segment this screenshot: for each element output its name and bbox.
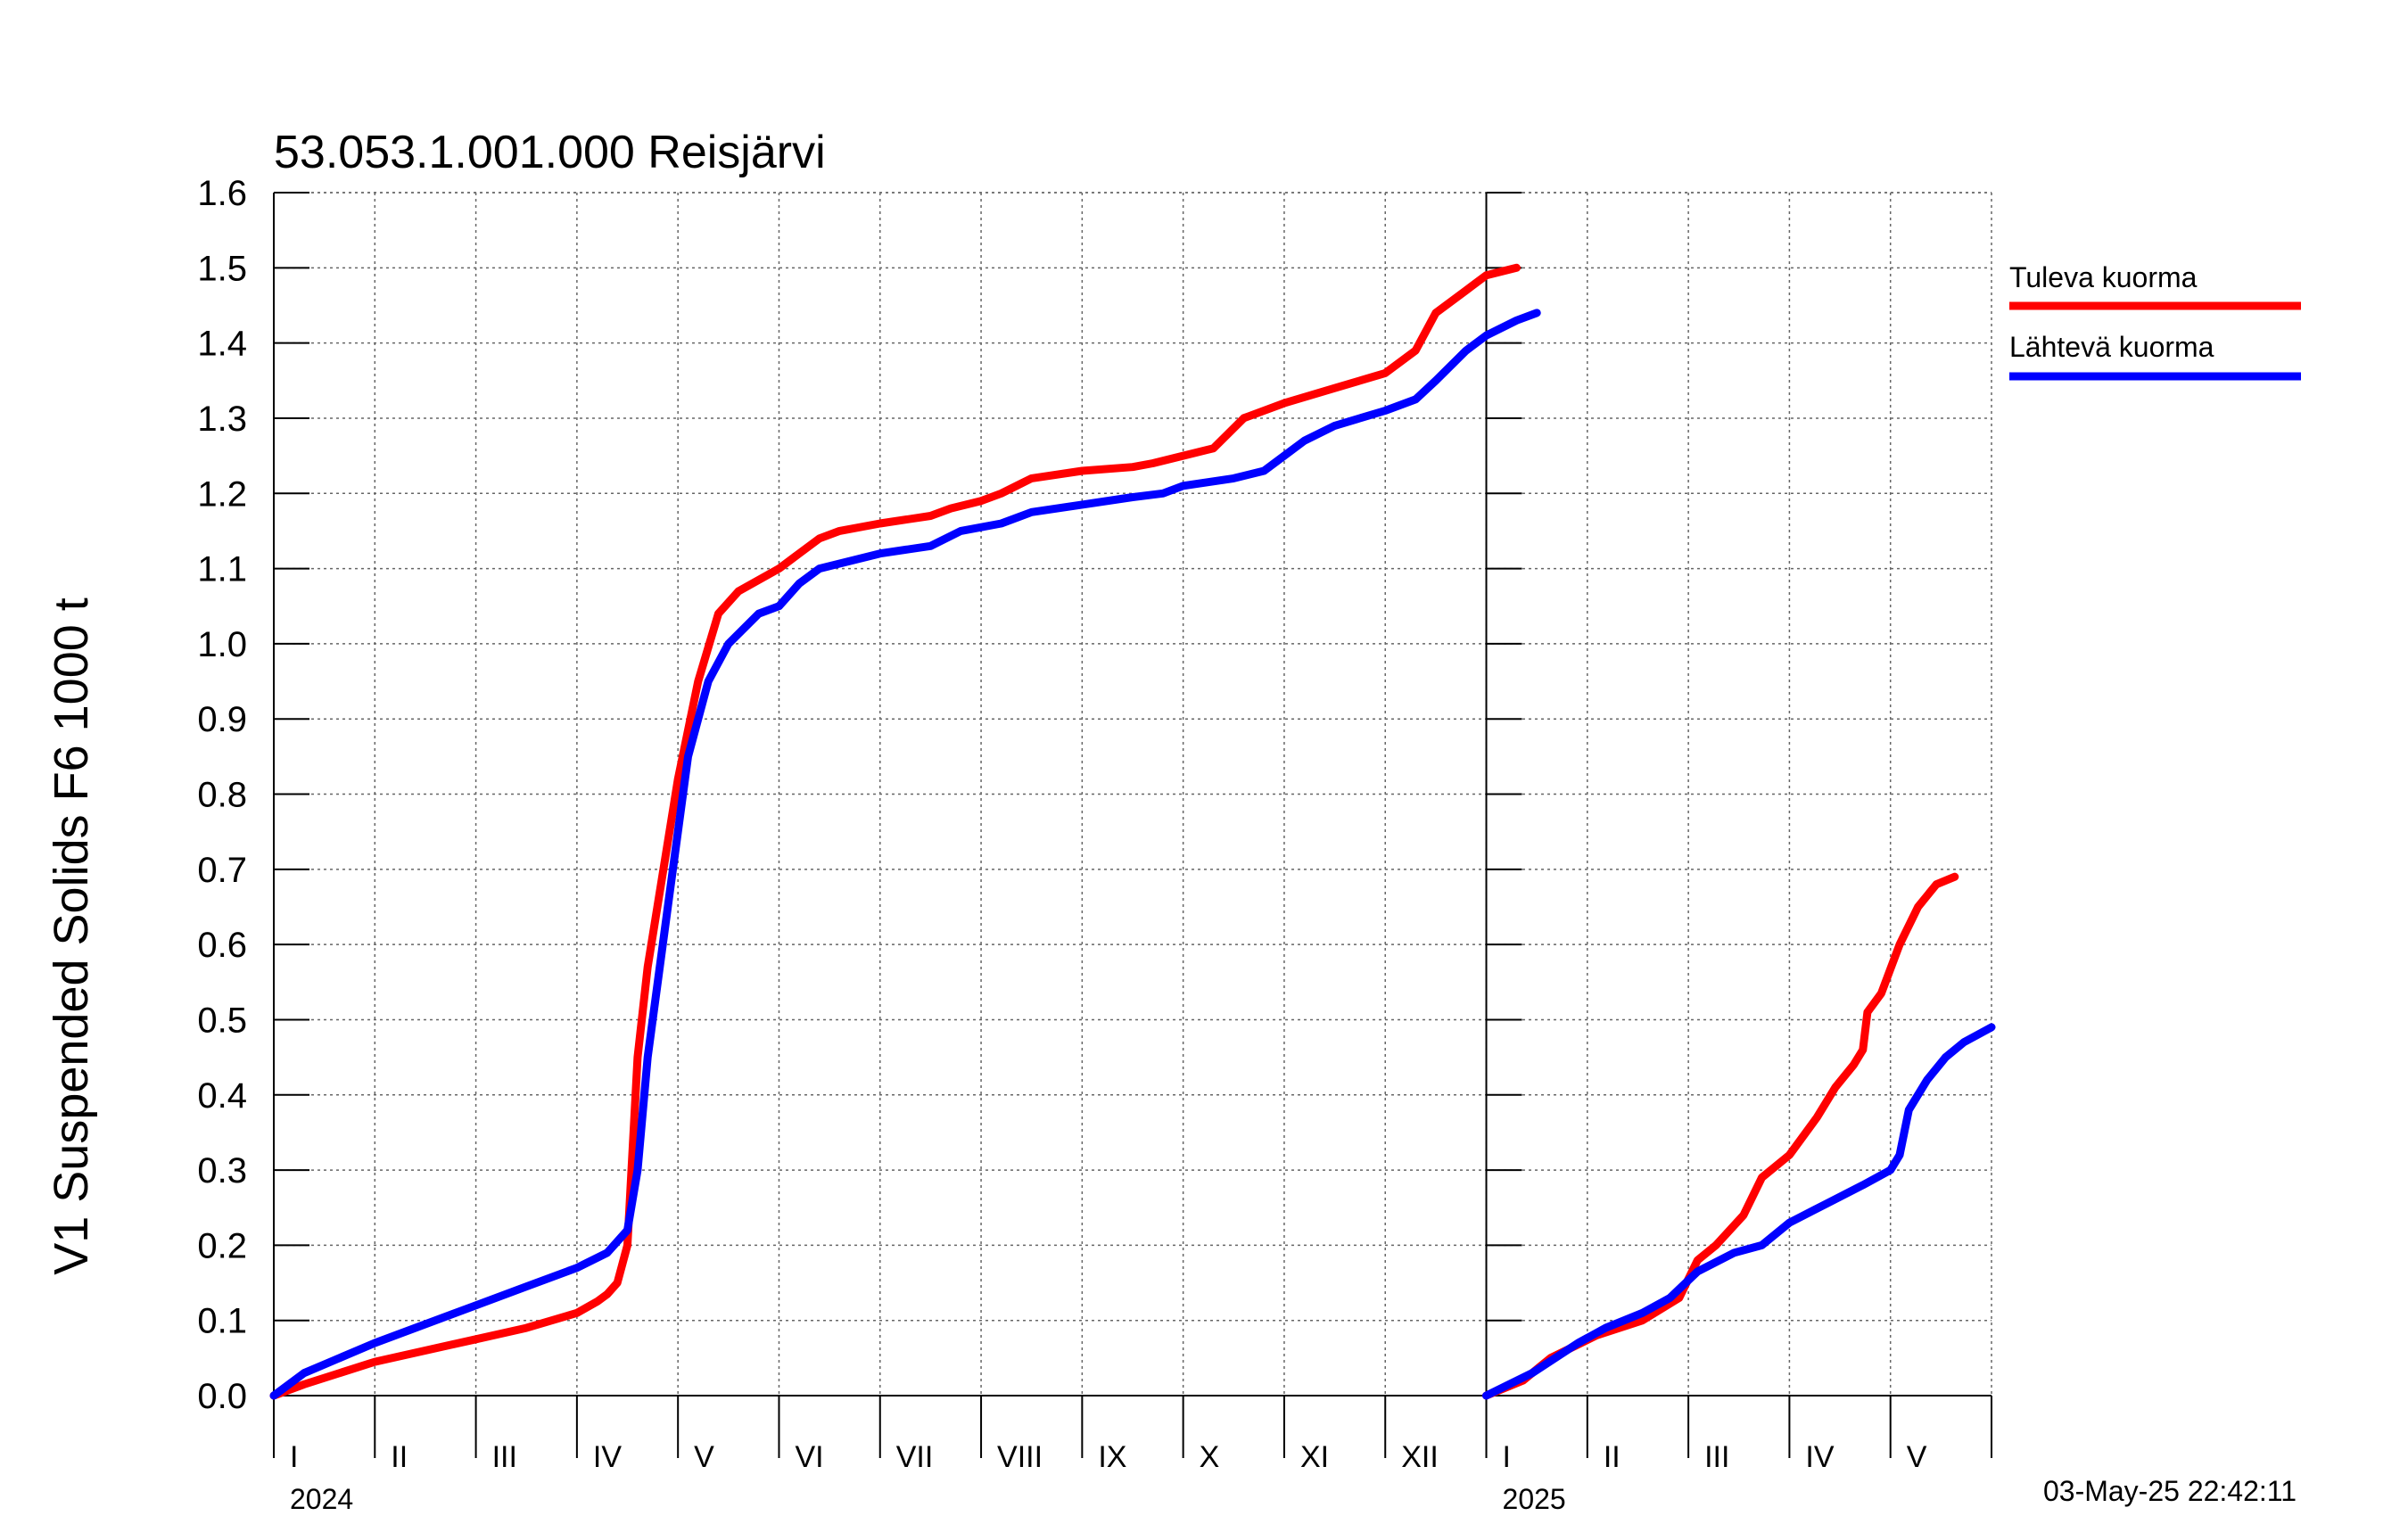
series-line-inflow	[269, 263, 1521, 1400]
y-tick-label: 0.9	[197, 700, 247, 739]
grid-lines	[274, 192, 1992, 1396]
y-tick-label: 0.1	[197, 1302, 247, 1341]
y-tick-label: 0.2	[197, 1226, 247, 1265]
y-tick-label: 0.6	[197, 926, 247, 965]
x-month-label: IV	[1805, 1440, 1834, 1474]
x-month-label: XI	[1300, 1440, 1329, 1474]
x-month-label: V	[1907, 1440, 1927, 1474]
y-tick-label: 1.1	[197, 550, 247, 589]
x-month-label: III	[1704, 1440, 1729, 1474]
y-tick-labels: 0.0 0.1 0.2 0.3 0.4 0.5 0.6 0.7 0.8 0.9 1.0 1.1 1.2 1…	[197, 174, 247, 1416]
series-lines	[269, 263, 1996, 1400]
y-tick-label: 0.4	[197, 1076, 247, 1116]
y-tick-label: 0.5	[197, 1001, 247, 1040]
y-tick-label: 1.0	[197, 625, 247, 664]
series-line-outflow	[269, 309, 1541, 1400]
x-year-label: 2025	[1503, 1483, 1566, 1515]
y-tick-label: 1.4	[197, 325, 247, 364]
legend-label-outflow: Lähtevä kuorma	[2009, 331, 2214, 363]
x-month-label: III	[492, 1440, 517, 1474]
y-tick-label: 1.6	[197, 174, 247, 213]
legend: Tuleva kuorma Lähtevä kuorma	[2009, 261, 2301, 381]
series-line-inflow	[1482, 872, 1959, 1400]
x-month-label: V	[694, 1440, 714, 1474]
x-year-label: 2024	[290, 1483, 353, 1515]
chart-title: 53.053.1.001.000 Reisjärvi	[274, 127, 826, 178]
y-tick-label: 1.2	[197, 474, 247, 514]
x-month-label: IX	[1098, 1440, 1126, 1474]
y-axis-label: V1 Suspended Solids F6 1000 t	[45, 597, 98, 1275]
x-month-label: II	[391, 1440, 408, 1474]
y-tick-label: 0.8	[197, 776, 247, 815]
axes	[273, 192, 1992, 1458]
x-month-label: II	[1604, 1440, 1620, 1474]
y-tick-label: 0.7	[197, 851, 247, 890]
x-month-label: VIII	[997, 1440, 1043, 1474]
x-month-label: IV	[593, 1440, 622, 1474]
x-month-label: VII	[896, 1440, 934, 1474]
timestamp: 03-May-25 22:42:11	[2043, 1475, 2297, 1507]
y-tick-label: 0.3	[197, 1151, 247, 1191]
x-month-label: I	[290, 1440, 298, 1474]
legend-label-inflow: Tuleva kuorma	[2009, 261, 2198, 293]
x-month-label: VI	[795, 1440, 823, 1474]
y-tick-label: 1.5	[197, 249, 247, 288]
x-month-label: XII	[1401, 1440, 1439, 1474]
x-month-label: X	[1200, 1440, 1220, 1474]
x-month-label: I	[1503, 1440, 1511, 1474]
series-line-outflow	[1482, 1023, 1996, 1400]
y-tick-label: 0.0	[197, 1377, 247, 1416]
y-tick-label: 1.3	[197, 400, 247, 439]
